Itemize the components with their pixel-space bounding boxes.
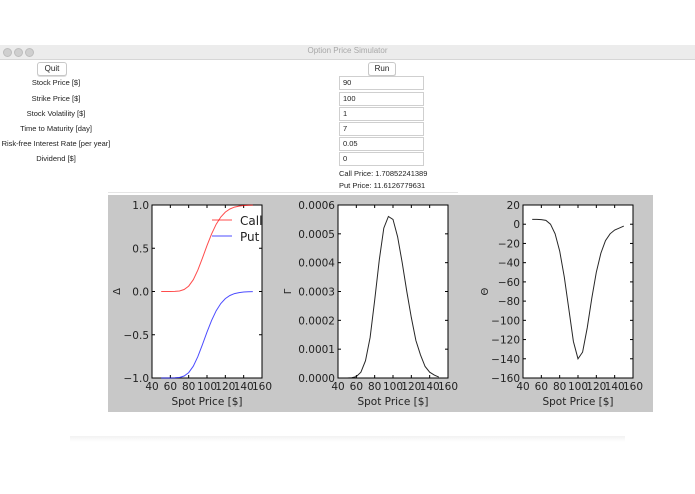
y-tick-label: 0.0006 (298, 200, 335, 212)
window-shadow (70, 436, 625, 442)
y-tick-label: −1.0 (124, 373, 150, 385)
dividend-input[interactable]: 0 (339, 152, 424, 166)
y-tick-label: 0.0001 (298, 344, 335, 356)
y-tick-label: −160 (491, 373, 520, 385)
x-tick-label: 140 (605, 381, 625, 393)
greeks-charts: 40 60 80 100120140160−1.0−0.50.00.51.0Spot … (112, 200, 643, 408)
divider (108, 192, 458, 193)
y-tick-label: 0.0003 (298, 287, 335, 299)
x-tick-label: 60 (164, 381, 177, 393)
y-tick-label: 0.5 (132, 243, 149, 255)
y-tick-label: −0.5 (124, 330, 150, 342)
stock-price-label: Stock Price [$] (31, 78, 81, 87)
x-tick-label: 100 (383, 381, 403, 393)
y-tick-label: 1.0 (132, 200, 149, 212)
time-to-maturity-input[interactable]: 7 (339, 122, 424, 136)
put-price-text: Put Price: 11.6126779631 (339, 181, 426, 190)
y-tick-label: −60 (498, 277, 520, 289)
close-window-icon[interactable] (3, 48, 12, 57)
x-tick-label: 40 (516, 381, 529, 393)
y-tick-label: −120 (491, 335, 520, 347)
x-axis-label: Spot Price [$] (171, 396, 242, 408)
call-price-text: Call Price: 1.70852241389 (339, 169, 428, 178)
plot-area (337, 204, 449, 379)
x-tick-label: 60 (535, 381, 548, 393)
stock-price-input[interactable]: 90 (339, 76, 424, 90)
dividend-label: Dividend [$] (36, 154, 76, 163)
series-line-put (161, 291, 253, 379)
x-tick-label: 160 (252, 381, 272, 393)
y-tick-label: −40 (498, 258, 520, 270)
window-title: Option Price Simulator (307, 46, 388, 55)
x-tick-label: 60 (350, 381, 363, 393)
y-tick-label: 0.0000 (298, 373, 335, 385)
x-tick-label: 140 (420, 381, 440, 393)
series-line-call (161, 204, 253, 292)
x-tick-label: 80 (553, 381, 566, 393)
title-bar: Option Price Simulator (0, 45, 695, 60)
x-tick-label: 120 (215, 381, 235, 393)
plot-area (522, 204, 634, 379)
stock-volatility-label: Stock Volatility [$] (26, 109, 86, 118)
y-tick-label: −20 (498, 238, 520, 250)
y-tick-label: −100 (491, 315, 520, 327)
legend-label: Call (240, 214, 262, 228)
y-tick-label: −80 (498, 296, 520, 308)
x-tick-label: 160 (438, 381, 458, 393)
y-tick-label: −140 (491, 354, 520, 366)
x-axis-label: Spot Price [$] (542, 396, 613, 408)
x-tick-label: 100 (197, 381, 217, 393)
y-tick-label: 0.0004 (298, 258, 335, 270)
x-tick-label: 80 (182, 381, 195, 393)
minimize-window-icon[interactable] (14, 48, 23, 57)
x-axis-label: Spot Price [$] (357, 396, 428, 408)
run-button[interactable]: Run (368, 62, 396, 76)
x-tick-label: 100 (568, 381, 588, 393)
quit-button[interactable]: Quit (37, 62, 67, 76)
series-line-0 (347, 215, 440, 379)
y-axis-label: Θ (480, 287, 491, 295)
strike-price-input[interactable]: 100 (339, 92, 424, 106)
x-tick-label: 120 (401, 381, 421, 393)
interest-rate-label: Risk-free Interest Rate [per year] (1, 139, 111, 148)
greeks-figure: 40 60 80 100 120 140 160 −1.0 −0.5 0.0 0.5 1.0 Spot … (108, 195, 653, 412)
x-tick-label: 160 (623, 381, 643, 393)
x-tick-label: 80 (368, 381, 381, 393)
y-tick-label: 0.0 (132, 287, 149, 299)
x-tick-label: 120 (586, 381, 606, 393)
x-tick-label: 40 (145, 381, 158, 393)
interest-rate-input[interactable]: 0.05 (339, 137, 424, 151)
legend-label: Put (240, 230, 260, 244)
strike-price-label: Strike Price [$] (31, 94, 81, 103)
x-tick-label: 140 (234, 381, 254, 393)
y-tick-label: 0 (513, 219, 520, 231)
time-to-maturity-label: Time to Maturity [day] (20, 124, 92, 133)
series-line-0 (532, 218, 625, 360)
zoom-window-icon[interactable] (25, 48, 34, 57)
y-tick-label: 20 (507, 200, 520, 212)
stock-volatility-input[interactable]: 1 (339, 107, 424, 121)
x-tick-label: 40 (331, 381, 344, 393)
y-axis-label: Γ (283, 288, 294, 294)
y-tick-label: 0.0002 (298, 315, 335, 327)
y-tick-label: 0.0005 (298, 229, 335, 241)
y-axis-label: Δ (112, 288, 123, 295)
